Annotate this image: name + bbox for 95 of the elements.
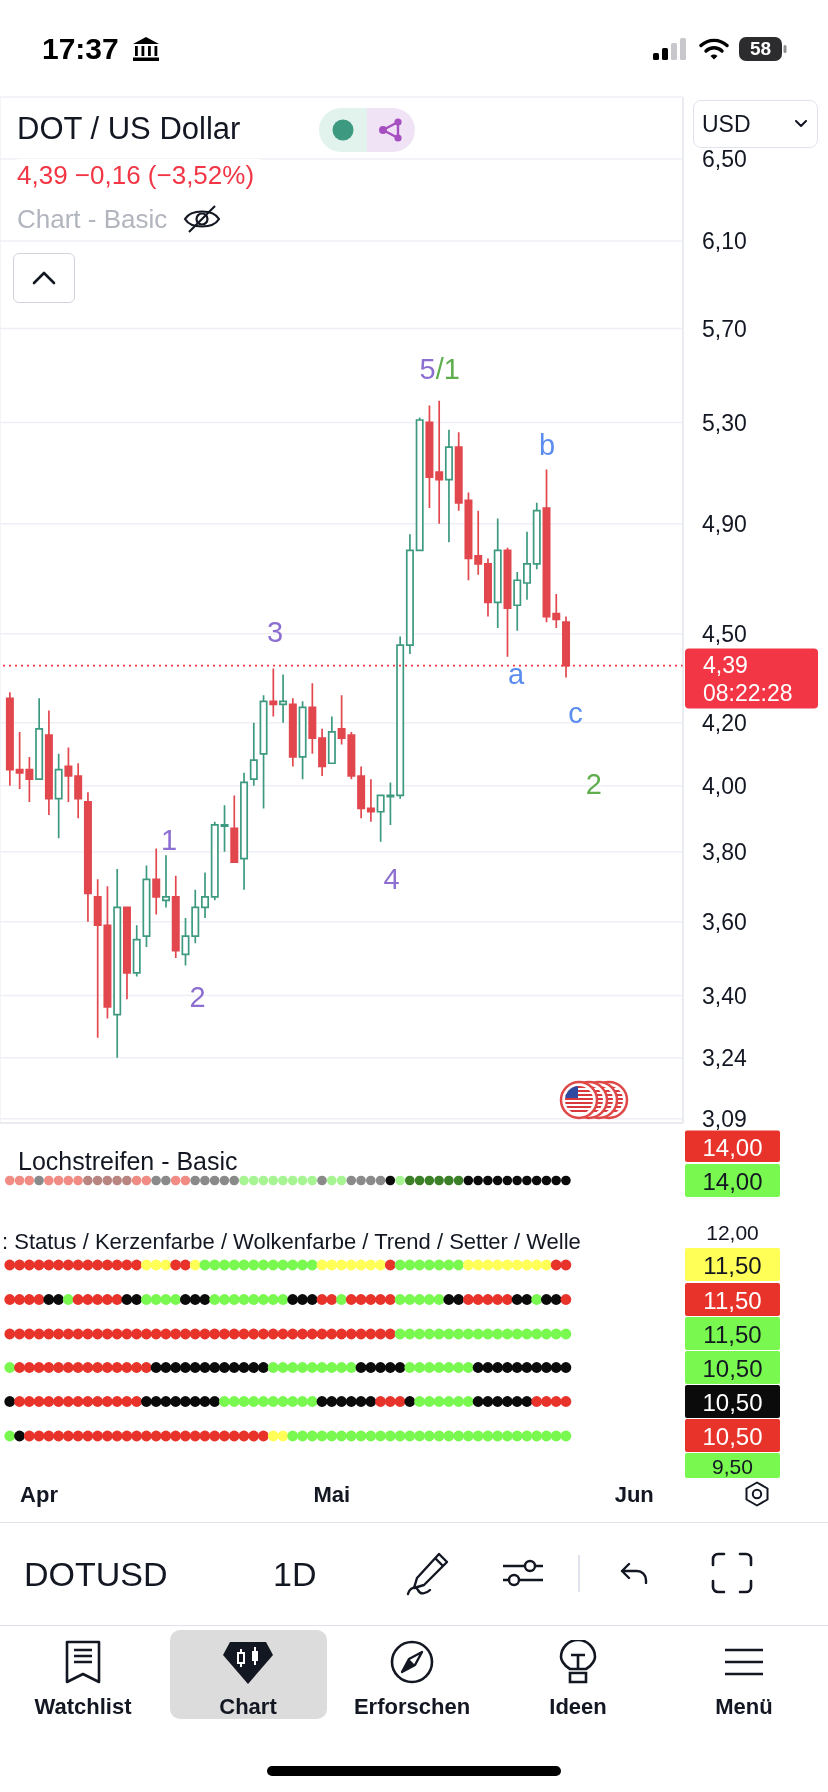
y-tick-label: 4,20 [702,709,747,736]
candlestick [210,820,219,902]
candlestick [230,794,239,863]
text: 11,50 [703,1252,762,1279]
candlestick [122,906,131,1001]
candlestick [425,404,434,509]
text: 9,50 [712,1455,753,1478]
text: Ideen [548,1693,608,1721]
candlestick [74,762,83,820]
candlestick [161,854,170,909]
y-tick-label: 3,80 [702,839,747,866]
candlestick [357,765,366,820]
text: Mai [313,1481,351,1507]
y-tick-label: 4,90 [702,510,747,537]
annotation: 3 [267,615,284,648]
candlestick [288,697,297,768]
candlestick [152,847,161,916]
y-tick-label: 5,30 [702,409,747,436]
annotation: c [568,696,583,729]
y-tick-label: 3,09 [702,1105,747,1132]
annotation: 2 [585,767,602,800]
candlestick [269,667,278,718]
currency-dropdown: USD [693,100,818,148]
y-tick-label: 4,00 [702,772,747,799]
annotation: a [508,657,525,690]
annotation: 1 [160,823,178,856]
ref-line-label: 4,39 [703,651,748,678]
text: Jun [614,1481,654,1507]
candlestick [240,771,249,891]
text: 14,00 [702,1133,763,1161]
candlestick [513,571,522,632]
text: Watchlist [33,1693,133,1721]
candlestick [279,673,288,724]
text: 08:22:28 [703,679,793,706]
candlestick [444,428,453,544]
candlestick [64,746,73,803]
candlestick [35,697,44,781]
candlestick [523,530,532,601]
candlestick [318,728,327,777]
text: 10,50 [702,1355,763,1382]
candlestick [435,399,444,525]
y-tick-label: 3,60 [702,908,747,935]
annotation: b [538,429,556,462]
candlestick [54,752,63,840]
text: Erforschen [352,1693,472,1721]
candlestick [562,615,571,679]
text: 10,50 [702,1423,763,1450]
candlestick [483,557,492,618]
candlestick [327,715,336,765]
candlestick [415,416,424,552]
text: 4,39 −0,16 (−3,52%) [17,159,261,191]
candlestick [5,691,14,787]
text: 17:37 [42,31,119,67]
candlestick [503,546,512,658]
text: 1D [273,1554,317,1595]
candlestick [249,721,258,787]
annotation: 4 [383,863,400,896]
y-tick-label: 6,50 [702,146,747,173]
candlestick [405,533,414,655]
candlestick [474,509,483,576]
candlestick [142,864,151,948]
candlestick [113,868,122,1059]
text: Chart [218,1693,278,1721]
candlestick [298,700,307,781]
candlestick [396,635,405,800]
text: Apr [20,1481,58,1507]
text: 10,50 [702,1389,763,1416]
text: : Status / Kerzenfarbe / Wolkenfarbe / Trend / Setter / Welle [2,1229,581,1254]
text: 11,50 [703,1321,762,1348]
y-tick-label: 6,10 [702,228,747,255]
annotation: 5/1 [419,352,460,385]
y-tick-label: 3,40 [702,982,747,1009]
y-tick-label: 4,50 [702,620,747,647]
candlestick [366,778,375,823]
candlestick [83,791,92,923]
candlestick [132,924,141,978]
text: 14,00 [702,1168,763,1195]
text: DOTUSD [24,1554,168,1595]
text: Lochstreifen - Basic [18,1147,238,1175]
text: DOT / US Dollar [17,110,247,148]
candlestick [532,501,541,571]
text: 11,50 [703,1287,762,1314]
candlestick [171,875,180,959]
candlestick [201,871,210,919]
y-tick-label: 5,70 [702,315,747,342]
annotation: Chart - Basic [17,203,168,235]
candlestick [44,709,53,816]
candlestick [493,517,502,629]
candlestick [220,804,229,853]
candlestick [259,694,268,810]
annotation: 2 [189,981,206,1013]
candlestick [308,682,317,755]
y-tick-label: 3,24 [702,1044,747,1071]
text: 12,00 [706,1220,759,1244]
text: Menü [714,1693,774,1721]
